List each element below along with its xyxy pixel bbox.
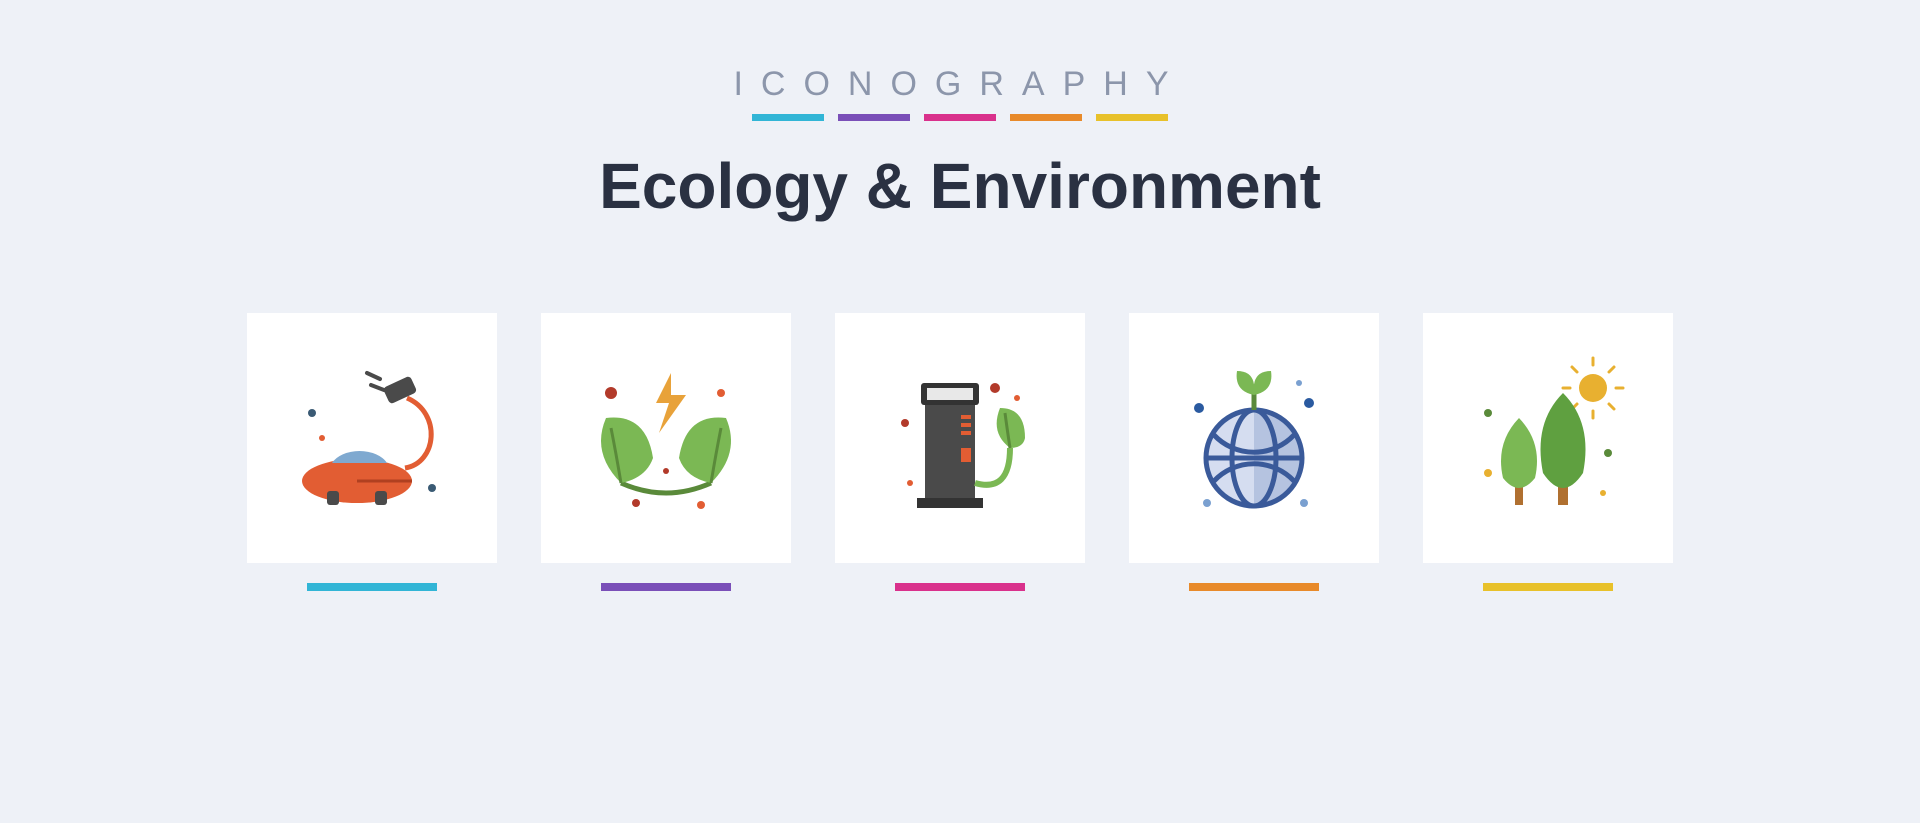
icon-card xyxy=(1423,313,1673,563)
accent-bar xyxy=(752,114,824,121)
icon-card xyxy=(247,313,497,563)
icon-card xyxy=(1129,313,1379,563)
accent-underline-row xyxy=(599,114,1321,121)
green-globe-icon xyxy=(1169,353,1339,523)
tile-underline xyxy=(895,583,1025,591)
tile-underline xyxy=(307,583,437,591)
icon-tile xyxy=(541,313,791,591)
electric-car-icon xyxy=(287,353,457,523)
icon-tile xyxy=(1129,313,1379,591)
header-block: ICONOGRAPHY Ecology & Environment xyxy=(599,65,1321,223)
icon-tile xyxy=(1423,313,1673,591)
accent-bar xyxy=(924,114,996,121)
eyebrow-text: ICONOGRAPHY xyxy=(599,65,1321,104)
accent-bar xyxy=(1096,114,1168,121)
tile-underline xyxy=(1483,583,1613,591)
eco-fuel-station-icon xyxy=(875,353,1045,523)
page-title: Ecology & Environment xyxy=(599,149,1321,223)
forest-sun-icon xyxy=(1463,353,1633,523)
icon-card xyxy=(541,313,791,563)
tile-underline xyxy=(1189,583,1319,591)
leaf-energy-icon xyxy=(581,353,751,523)
accent-bar xyxy=(1010,114,1082,121)
icon-grid xyxy=(247,313,1673,591)
accent-bar xyxy=(838,114,910,121)
icon-tile xyxy=(835,313,1085,591)
tile-underline xyxy=(601,583,731,591)
icon-card xyxy=(835,313,1085,563)
icon-tile xyxy=(247,313,497,591)
